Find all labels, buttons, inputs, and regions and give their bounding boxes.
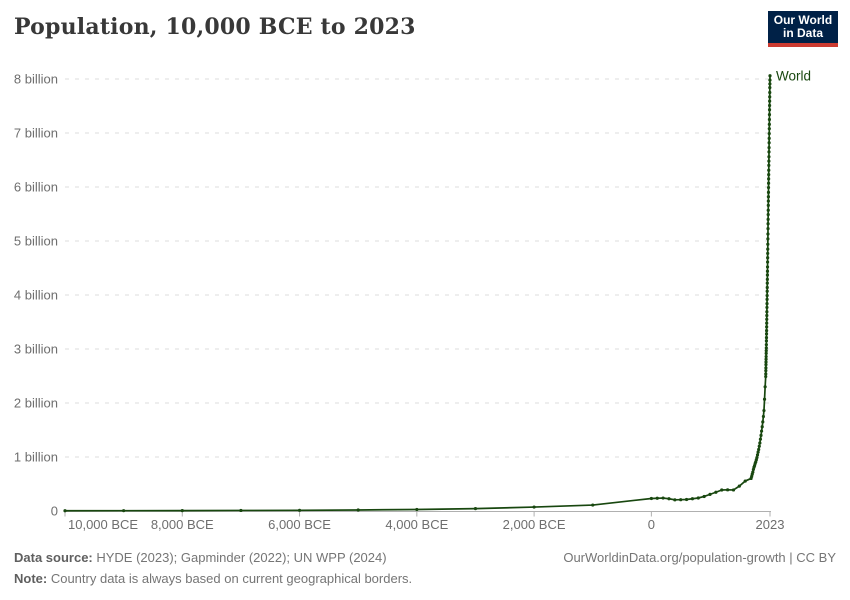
x-tick-label: 2023	[756, 517, 785, 532]
world-series-markers	[63, 74, 772, 513]
note-line: Note: Country data is always based on cu…	[14, 568, 412, 589]
x-tick-label: 2,000 BCE	[503, 517, 566, 532]
y-tick-label: 2 billion	[14, 396, 58, 411]
y-tick-label: 4 billion	[14, 288, 58, 303]
chart-title: Population, 10,000 BCE to 2023	[14, 14, 416, 40]
owid-logo-line1: Our World	[773, 12, 833, 27]
owid-logo[interactable]: Our World in Data	[768, 11, 838, 47]
y-tick-label: 3 billion	[14, 342, 58, 357]
note-label: Note:	[14, 571, 48, 586]
y-tick-label: 0	[51, 504, 58, 519]
footer-source-block: Data source: HYDE (2023); Gapminder (202…	[14, 547, 412, 589]
note-text: Country data is always based on current …	[47, 571, 413, 586]
y-tick-label: 7 billion	[14, 126, 58, 141]
chart-footer: Data source: HYDE (2023); Gapminder (202…	[14, 547, 836, 589]
x-tick-label: 6,000 BCE	[268, 517, 331, 532]
y-axis-labels: 0 1 billion 2 billion 3 billion 4 billion 5 b…	[14, 72, 58, 519]
x-tick-label: 10,000 BCE	[68, 517, 138, 532]
x-tick-label: 8,000 BCE	[151, 517, 214, 532]
y-tick-label: 6 billion	[14, 180, 58, 195]
data-source-text: HYDE (2023); Gapminder (2022); UN WPP (2…	[92, 550, 387, 565]
gridlines	[65, 78, 770, 458]
x-tick-label: 4,000 BCE	[385, 517, 448, 532]
x-tick-label: 0	[648, 517, 655, 532]
world-series-line	[64, 74, 771, 512]
data-source-line: Data source: HYDE (2023); Gapminder (202…	[14, 547, 412, 568]
data-source-label: Data source:	[14, 550, 93, 565]
y-tick-label: 1 billion	[14, 450, 58, 465]
y-tick-label: 8 billion	[14, 72, 58, 87]
y-tick-label: 5 billion	[14, 234, 58, 249]
owid-logo-line2: in Data	[782, 26, 823, 40]
footer-link[interactable]: OurWorldinData.org/population-growth | C…	[563, 550, 836, 565]
world-series-label[interactable]: World	[776, 68, 811, 83]
x-axis: 10,000 BCE 8,000 BCE 6,000 BCE 4,000 BCE 2,0…	[64, 511, 785, 532]
